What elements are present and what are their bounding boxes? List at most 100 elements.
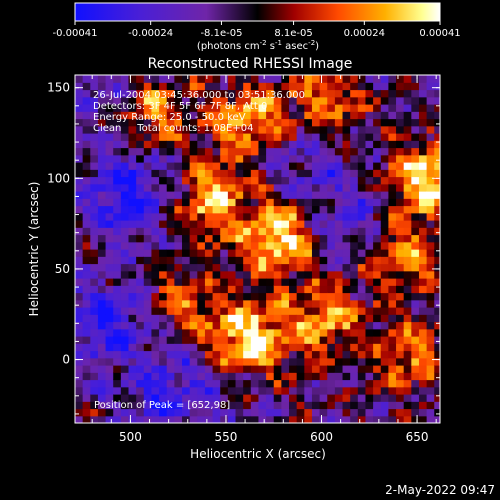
- heatmap-cell: [212, 249, 221, 257]
- heatmap-cell: [90, 336, 99, 344]
- heatmap-cell: [227, 89, 237, 98]
- heatmap-cell: [327, 415, 336, 423]
- heatmap-cell: [143, 321, 153, 330]
- heatmap-cell: [166, 75, 175, 83]
- heatmap-cell: [204, 263, 214, 272]
- heatmap-cell: [380, 328, 389, 337]
- heatmap-cell: [227, 118, 237, 127]
- heatmap-cell: [151, 140, 160, 149]
- heatmap-cell: [128, 133, 137, 141]
- heatmap-cell: [143, 169, 153, 178]
- heatmap-cell: [159, 415, 168, 423]
- heatmap-cell: [357, 162, 367, 170]
- heatmap-cell: [266, 133, 275, 141]
- heatmap-cell: [227, 234, 237, 243]
- heatmap-cell: [342, 285, 351, 294]
- heatmap-cell: [166, 278, 175, 286]
- heatmap-cell: [357, 249, 367, 257]
- heatmap-cell: [151, 263, 160, 272]
- heatmap-cell: [235, 89, 244, 98]
- heatmap-cell: [151, 147, 160, 156]
- heatmap-cell: [243, 401, 252, 410]
- y-axis-label: Heliocentric Y (arcsec): [27, 182, 41, 317]
- heatmap-cell: [258, 401, 267, 410]
- heatmap-cell: [120, 408, 130, 417]
- heatmap-cell: [128, 307, 137, 315]
- heatmap-cell: [365, 205, 374, 214]
- heatmap-cell: [166, 328, 175, 337]
- chart-title: Reconstructed RHESSI Image: [148, 56, 353, 72]
- heatmap-cell: [403, 321, 412, 330]
- heatmap-cell: [434, 336, 440, 344]
- heatmap-cell: [311, 198, 321, 207]
- heatmap-cell: [204, 118, 214, 127]
- heatmap-cell: [159, 118, 168, 127]
- heatmap-cell: [289, 379, 298, 388]
- heatmap-cell: [82, 350, 91, 359]
- heatmap-cell: [212, 365, 221, 373]
- heatmap-cell: [319, 256, 328, 265]
- heatmap-cell: [143, 89, 153, 98]
- heatmap-cell: [342, 227, 351, 236]
- heatmap-cell: [220, 104, 229, 112]
- heatmap-cell: [174, 241, 183, 250]
- heatmap-cell: [373, 162, 382, 170]
- heatmap-cell: [82, 408, 91, 417]
- heatmap-cell: [403, 104, 412, 112]
- heatmap-cell: [319, 241, 328, 250]
- heatmap-cell: [418, 401, 428, 410]
- heatmap-cell: [266, 408, 275, 417]
- heatmap-cell: [273, 154, 282, 163]
- heatmap-cell: [396, 205, 405, 214]
- heatmap-cell: [97, 162, 107, 170]
- heatmap-cell: [304, 191, 313, 199]
- heatmap-cell: [220, 118, 229, 127]
- heatmap-cell: [204, 198, 214, 207]
- heatmap-cell: [357, 307, 367, 315]
- heatmap-cell: [289, 169, 298, 178]
- heatmap-cell: [90, 365, 99, 373]
- heatmap-cell: [243, 241, 252, 250]
- heatmap-cell: [243, 96, 252, 105]
- heatmap-cell: [151, 104, 160, 112]
- heatmap-cell: [97, 357, 107, 366]
- heatmap-cell: [411, 191, 420, 199]
- heatmap-cell: [174, 133, 183, 141]
- heatmap-cell: [357, 263, 367, 272]
- heatmap-cell: [174, 321, 183, 330]
- heatmap-cell: [166, 357, 175, 366]
- heatmap-cell: [289, 140, 298, 149]
- heatmap-cell: [342, 372, 351, 381]
- heatmap-cell: [166, 118, 175, 127]
- heatmap-cell: [281, 343, 290, 352]
- heatmap-cell: [143, 314, 153, 323]
- heatmap-cell: [365, 357, 374, 366]
- heatmap-cell: [311, 263, 321, 272]
- y-tick-label: 150: [47, 81, 70, 95]
- heatmap-cell: [204, 278, 214, 286]
- heatmap-cell: [250, 386, 260, 395]
- heatmap-cell: [273, 336, 282, 344]
- heatmap-cell: [143, 162, 153, 170]
- heatmap-cell: [304, 270, 313, 279]
- heatmap-cell: [266, 140, 275, 149]
- heatmap-cell: [113, 162, 122, 170]
- heatmap-cell: [327, 314, 336, 323]
- heatmap-cell: [174, 198, 183, 207]
- heatmap-cell: [289, 96, 298, 105]
- heatmap-cell: [189, 234, 198, 243]
- heatmap-cell: [319, 285, 328, 294]
- heatmap-cell: [258, 162, 267, 170]
- heatmap-cell: [365, 220, 374, 228]
- heatmap-cell: [426, 249, 435, 257]
- heatmap-cell: [143, 212, 153, 221]
- heatmap-cell: [90, 299, 99, 308]
- heatmap-cell: [143, 299, 153, 308]
- heatmap-cell: [327, 343, 336, 352]
- heatmap-cell: [304, 75, 313, 83]
- heatmap-cell: [426, 314, 435, 323]
- heatmap-cell: [182, 125, 191, 134]
- heatmap-cell: [327, 140, 336, 149]
- heatmap-cell: [418, 118, 428, 127]
- heatmap-cell: [403, 169, 412, 178]
